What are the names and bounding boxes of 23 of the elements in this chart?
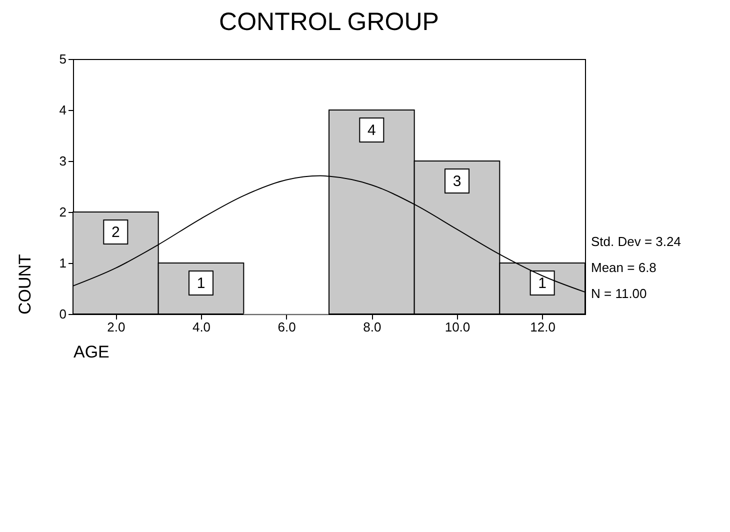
text: Mean = 6.8 [591, 260, 656, 275]
y-tick-label: 3 [59, 154, 66, 168]
text: Std. Dev = 3.24 [591, 234, 681, 249]
x-tick-label: 4.0 [192, 320, 211, 334]
y-axis-title: COUNT [15, 254, 34, 314]
chart-title: CONTROL GROUP [219, 8, 439, 36]
x-tick-label: 8.0 [363, 320, 382, 334]
data-label: 3 [452, 173, 462, 190]
data-label: 4 [367, 122, 376, 139]
x-tick-label: 10.0 [444, 320, 470, 334]
y-tick-label: 2 [59, 204, 66, 220]
y-tick-label: 4 [59, 102, 66, 118]
text: N = 11.00 [591, 286, 647, 301]
data-label: 2 [111, 224, 120, 241]
x-axis-title: AGE [74, 342, 110, 362]
data-label: 1 [538, 275, 547, 292]
y-tick-label: 5 [59, 52, 66, 66]
x-tick-label: 6.0 [278, 320, 296, 334]
x-tick-label: 12.0 [530, 320, 556, 334]
y-tick-label: 1 [59, 256, 66, 270]
y-tick-label: 0 [59, 306, 66, 322]
data-label: 1 [196, 275, 206, 292]
x-tick-label: 2.0 [107, 320, 126, 334]
